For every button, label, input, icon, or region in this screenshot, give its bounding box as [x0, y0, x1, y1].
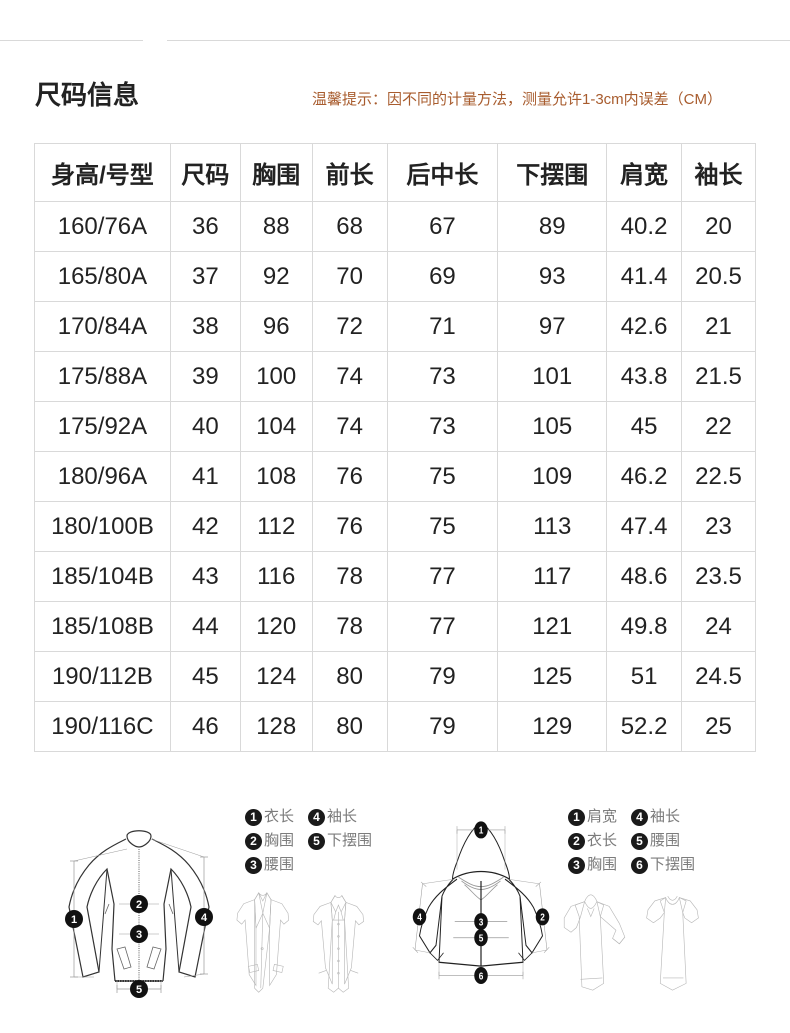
svg-text:4: 4: [201, 912, 208, 924]
svg-text:1: 1: [71, 914, 77, 926]
svg-text:2: 2: [136, 899, 142, 911]
svg-text:3: 3: [479, 917, 484, 928]
svg-text:5: 5: [479, 933, 484, 944]
svg-text:6: 6: [479, 970, 484, 981]
svg-text:1: 1: [479, 825, 484, 836]
svg-text:5: 5: [136, 984, 142, 996]
svg-text:3: 3: [136, 929, 142, 941]
svg-text:2: 2: [540, 912, 545, 923]
svg-text:4: 4: [417, 912, 422, 923]
